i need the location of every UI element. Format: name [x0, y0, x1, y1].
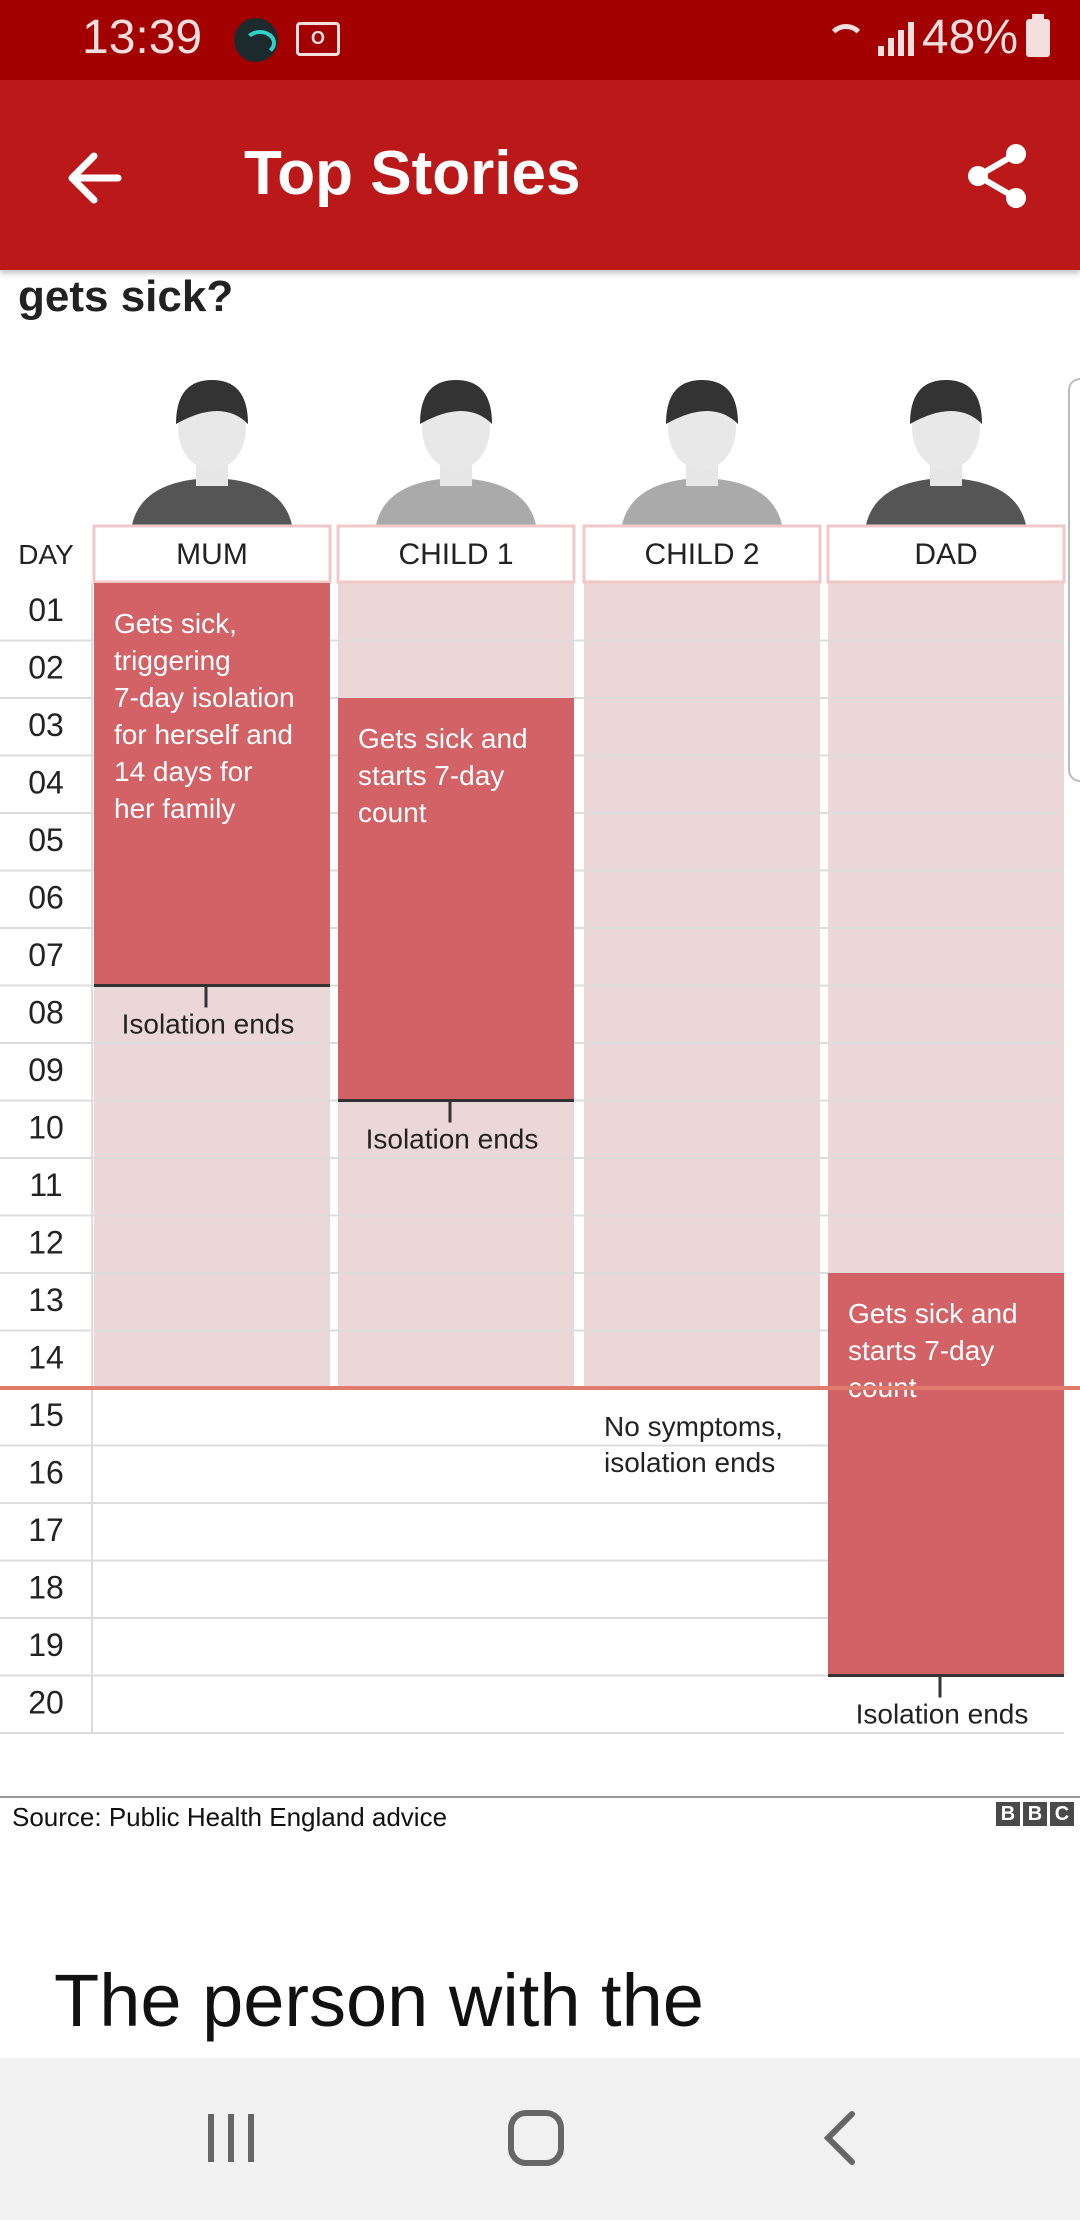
- avatar-dad: [866, 380, 1026, 525]
- day-label: 11: [29, 1167, 62, 1203]
- day-label: 20: [28, 1685, 64, 1721]
- day-label: 16: [28, 1455, 64, 1491]
- isolation-end-label: Isolation ends: [856, 1699, 1029, 1730]
- article-heading: gets sick?: [18, 272, 234, 321]
- sick-note-line: Gets sick and: [848, 1298, 1018, 1329]
- day-label: 17: [28, 1512, 64, 1548]
- home-icon[interactable]: [508, 2110, 564, 2166]
- day-label: 02: [28, 650, 64, 686]
- scroll-indicator[interactable]: [1068, 378, 1080, 782]
- isolation-end-label: isolation ends: [604, 1447, 775, 1478]
- day-label: 15: [28, 1397, 64, 1433]
- sick-note-line: for herself and: [114, 719, 293, 750]
- column-header-child-1: CHILD 1: [398, 538, 513, 571]
- column-header-box: [826, 524, 1066, 584]
- sick-note-line: starts 7-day: [358, 760, 504, 791]
- avatar-child-2: [622, 380, 782, 525]
- isolation-end-label: No symptoms,: [604, 1411, 783, 1442]
- avatar-mum: [132, 380, 292, 525]
- page-title: Top Stories: [244, 139, 581, 208]
- podcast-app-icon: [234, 18, 278, 62]
- share-button[interactable]: [958, 136, 1038, 216]
- wifi-icon: [825, 18, 870, 58]
- sick-bar-child-1: [338, 698, 574, 1101]
- day-label: 01: [28, 592, 64, 628]
- divider: [0, 1796, 1080, 1798]
- day-label: 03: [28, 707, 64, 743]
- column-header-box: [582, 524, 822, 584]
- day-label: 06: [28, 880, 64, 916]
- day-label: 05: [28, 822, 64, 858]
- status-right: 48%: [825, 10, 1050, 65]
- share-icon: [968, 144, 1026, 208]
- recent-apps-icon[interactable]: [208, 2114, 260, 2162]
- article-body-text: The person with the: [54, 1959, 704, 2042]
- column-header-box: [92, 524, 332, 584]
- battery-percent: 48%: [921, 11, 1018, 64]
- outlook-icon: O: [296, 22, 340, 56]
- sick-note-line: 14 days for: [114, 756, 253, 787]
- app-bar: Top Stories: [0, 80, 1080, 270]
- day-label: 07: [28, 937, 64, 973]
- isolation-timeline-chart: DAY 01 02 03 04 05 06 07 08 09 10 11 12 13 14 15 16 17 18 1…: [0, 380, 1080, 1734]
- column-header-mum: MUM: [176, 538, 248, 571]
- day-label: 19: [28, 1627, 64, 1663]
- sick-note-line: count: [358, 797, 427, 828]
- sick-note-line: triggering: [114, 645, 231, 676]
- signal-icon: [877, 20, 914, 56]
- day-axis-label: DAY: [18, 539, 74, 570]
- status-time: 13:39: [82, 11, 203, 64]
- day-label: 10: [28, 1110, 64, 1146]
- sick-bar-dad: [828, 1273, 1064, 1676]
- isolation-end-label: Isolation ends: [366, 1124, 539, 1155]
- sick-bar-mum: [94, 583, 330, 986]
- column-header-dad: DAD: [914, 538, 977, 571]
- day-label: 08: [28, 995, 64, 1031]
- day-label: 18: [28, 1570, 64, 1606]
- arrow-left-icon: [68, 152, 122, 204]
- chart-source: Source: Public Health England advice: [12, 1802, 448, 1832]
- status-bar: 13:39 O 48%: [0, 0, 1080, 80]
- avatar-child-1: [376, 380, 536, 525]
- sick-note-line: Gets sick,: [114, 608, 237, 639]
- back-button[interactable]: [56, 136, 136, 216]
- back-chevron-icon[interactable]: [820, 2110, 860, 2166]
- column-header-child-2: CHILD 2: [644, 538, 759, 571]
- isolation-end-label: Isolation ends: [122, 1009, 295, 1040]
- column-header-box: [336, 524, 576, 584]
- day-label: 13: [28, 1282, 64, 1318]
- day-label: 04: [28, 765, 64, 801]
- sick-note-line: 7-day isolation: [114, 682, 295, 713]
- day-label: 14: [28, 1340, 64, 1376]
- navigation-bar: [0, 2058, 1080, 2220]
- sick-note-line: Gets sick and: [358, 723, 528, 754]
- sick-note-line: starts 7-day: [848, 1335, 994, 1366]
- sick-note-line: her family: [114, 793, 235, 824]
- battery-icon: [1026, 13, 1050, 57]
- day-label: 12: [28, 1225, 64, 1261]
- day-label: 09: [28, 1052, 64, 1088]
